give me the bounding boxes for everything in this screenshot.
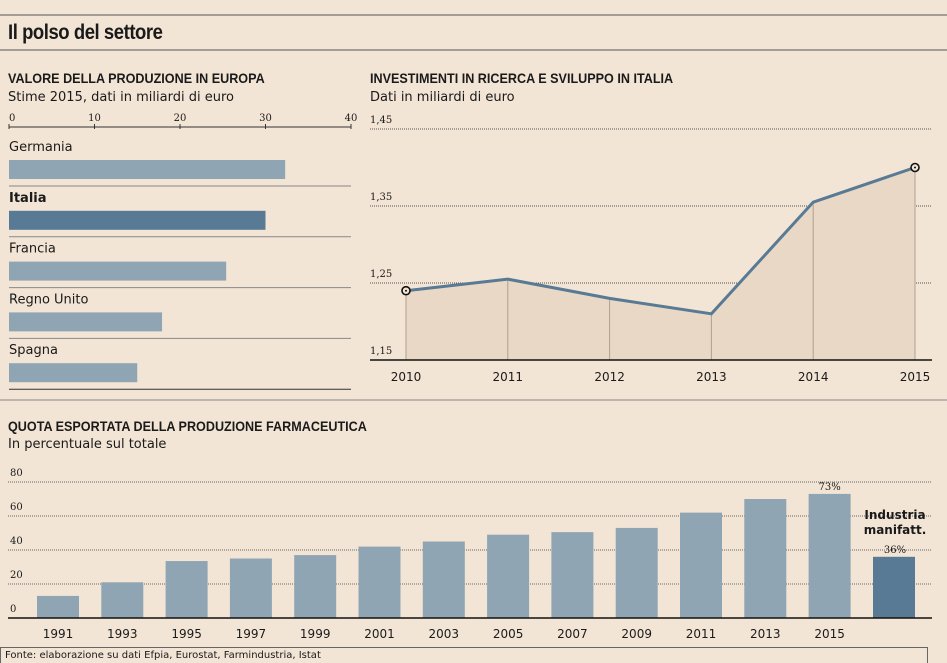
bar-italia — [9, 210, 266, 230]
x-tick-label: 2015 — [814, 627, 845, 641]
x-tick-label: 40 — [345, 113, 358, 124]
country-label: Germania — [9, 140, 73, 155]
bar-1993 — [101, 582, 144, 618]
y-tick-label: 1,15 — [370, 346, 392, 357]
x-tick-label: 2003 — [429, 627, 460, 641]
x-tick-label: 2001 — [364, 627, 395, 641]
comparison-label: manifatt. — [864, 523, 927, 537]
comparison-label: Industria — [864, 508, 925, 522]
y-tick-label: 60 — [10, 502, 23, 513]
x-tick-label: 2005 — [493, 627, 524, 641]
x-tick-label: 2012 — [594, 370, 625, 384]
country-label: Francia — [9, 242, 56, 257]
endpoint-dot — [405, 289, 407, 292]
x-tick-label: 2013 — [750, 627, 781, 641]
export-chart-subtitle: In percentuale sul totale — [8, 437, 167, 452]
bar-chart-subtitle: Stime 2015, dati in miliardi di euro — [8, 90, 234, 105]
line-chart-subtitle: Dati in miliardi di euro — [370, 90, 515, 105]
y-tick-label: 80 — [10, 468, 23, 479]
x-tick-label: 20 — [174, 113, 187, 124]
bar-industria-manifatturiera — [873, 556, 915, 618]
y-tick-label: 20 — [10, 570, 23, 581]
bar-2009 — [615, 527, 658, 618]
bar-francia — [9, 261, 227, 281]
bar-2007 — [551, 532, 594, 618]
x-tick-label: 2011 — [686, 627, 717, 641]
y-tick-label: 0 — [10, 604, 16, 615]
line-chart-title: INVESTIMENTI IN RICERCA E SVILUPPO IN IT… — [370, 70, 674, 86]
bar-2005 — [487, 534, 530, 618]
x-tick-label: 1993 — [107, 627, 138, 641]
x-tick-label: 1995 — [171, 627, 202, 641]
area-fill — [406, 167, 915, 360]
y-tick-label: 1,45 — [370, 115, 392, 126]
bar-1997 — [229, 558, 272, 618]
x-tick-label: 1991 — [43, 627, 74, 641]
bar-2003 — [422, 541, 465, 618]
x-tick-label: 30 — [259, 113, 272, 124]
bar-chart-title: VALORE DELLA PRODUZIONE IN EUROPA — [8, 70, 265, 86]
x-tick-label: 10 — [88, 113, 101, 124]
x-tick-label: 1997 — [236, 627, 267, 641]
bar-2015 — [808, 493, 851, 618]
bar-2011 — [680, 512, 722, 618]
y-tick-label: 40 — [10, 536, 23, 547]
endpoint-dot — [914, 166, 916, 169]
y-tick-label: 1,35 — [370, 192, 392, 203]
x-tick-label: 2007 — [557, 627, 588, 641]
y-tick-label: 1,25 — [370, 269, 392, 280]
export-chart-title: QUOTA ESPORTATA DELLA PRODUZIONE FARMACE… — [8, 418, 367, 434]
x-tick-label: 2014 — [798, 370, 829, 384]
page-title: Il polso del settore — [8, 21, 163, 44]
country-label: Italia — [9, 191, 47, 206]
x-tick-label: 2013 — [696, 370, 727, 384]
x-tick-label: 2010 — [391, 370, 422, 384]
country-label: Regno Unito — [9, 292, 88, 307]
comparison-value-label: 36% — [884, 545, 906, 556]
value-label: 73% — [818, 482, 840, 493]
x-tick-label: 0 — [9, 113, 15, 124]
bar-spagna — [9, 363, 138, 383]
x-tick-label: 2015 — [900, 370, 931, 384]
source-note: Fonte: elaborazione su dati Efpia, Euros… — [0, 647, 928, 663]
country-label: Spagna — [9, 343, 58, 358]
bar-2001 — [358, 546, 401, 618]
x-tick-label: 1999 — [300, 627, 331, 641]
x-tick-label: 2011 — [493, 370, 524, 384]
bar-germania — [9, 160, 286, 179]
series-line — [405, 166, 916, 316]
bar-regno-unito — [9, 312, 163, 332]
bar-1999 — [294, 555, 337, 618]
bar-1995 — [165, 561, 208, 618]
bar-1991 — [37, 595, 79, 618]
bar-2013 — [744, 499, 787, 618]
x-tick-label: 2009 — [621, 627, 652, 641]
